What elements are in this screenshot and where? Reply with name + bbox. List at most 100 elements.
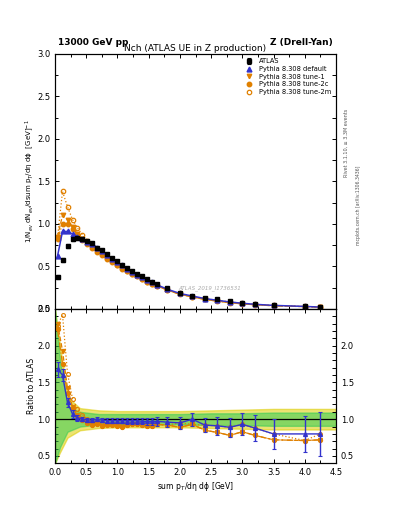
Pythia 8.308 tune-2m: [120, 265, 125, 271]
Pythia 8.308 default: [165, 286, 170, 292]
Pythia 8.308 tune-1: [90, 245, 95, 251]
Text: Z (Drell-Yan): Z (Drell-Yan): [270, 38, 333, 48]
Pythia 8.308 default: [100, 248, 105, 254]
Pythia 8.308 tune-2c: [120, 266, 125, 272]
Pythia 8.308 tune-2c: [105, 255, 110, 262]
Pythia 8.308 default: [80, 236, 85, 242]
Pythia 8.308 tune-1: [70, 224, 75, 230]
Pythia 8.308 tune-2m: [70, 217, 75, 223]
Legend: ATLAS, Pythia 8.308 default, Pythia 8.308 tune-1, Pythia 8.308 tune-2c, Pythia 8: ATLAS, Pythia 8.308 default, Pythia 8.30…: [241, 57, 333, 96]
Pythia 8.308 tune-2c: [240, 301, 245, 307]
Pythia 8.308 tune-1: [110, 259, 115, 265]
Pythia 8.308 tune-2c: [303, 304, 307, 310]
Pythia 8.308 tune-2c: [271, 303, 276, 309]
Pythia 8.308 tune-2c: [115, 262, 120, 268]
Pythia 8.308 tune-2m: [110, 258, 115, 264]
Pythia 8.308 default: [140, 274, 145, 281]
Pythia 8.308 default: [318, 304, 323, 310]
Pythia 8.308 tune-2m: [215, 297, 220, 304]
Pythia 8.308 tune-2m: [75, 225, 80, 231]
Pythia 8.308 tune-1: [178, 291, 182, 297]
Pythia 8.308 default: [145, 277, 150, 283]
Pythia 8.308 tune-1: [228, 300, 232, 306]
Pythia 8.308 default: [130, 269, 135, 275]
Pythia 8.308 tune-2m: [190, 294, 195, 300]
Pythia 8.308 tune-2m: [60, 188, 65, 195]
Pythia 8.308 tune-2m: [65, 204, 70, 210]
Pythia 8.308 default: [155, 282, 160, 288]
Line: Pythia 8.308 default: Pythia 8.308 default: [55, 229, 323, 310]
Pythia 8.308 default: [90, 241, 95, 247]
Pythia 8.308 tune-1: [318, 304, 323, 310]
Pythia 8.308 tune-2c: [165, 287, 170, 293]
Pythia 8.308 tune-2m: [55, 234, 60, 241]
Pythia 8.308 tune-1: [125, 268, 130, 274]
Pythia 8.308 tune-1: [100, 252, 105, 259]
Pythia 8.308 tune-2m: [115, 262, 120, 268]
Pythia 8.308 tune-2m: [90, 243, 95, 249]
Pythia 8.308 tune-1: [140, 276, 145, 282]
Pythia 8.308 tune-2m: [150, 281, 155, 287]
Pythia 8.308 tune-1: [75, 231, 80, 237]
Pythia 8.308 default: [178, 290, 182, 296]
Pythia 8.308 default: [115, 259, 120, 265]
Pythia 8.308 tune-2m: [95, 247, 100, 253]
Pythia 8.308 default: [252, 301, 257, 307]
Pythia 8.308 default: [105, 252, 110, 259]
Pythia 8.308 tune-1: [130, 271, 135, 277]
Pythia 8.308 default: [190, 293, 195, 299]
Pythia 8.308 default: [55, 253, 60, 259]
Pythia 8.308 tune-2m: [240, 300, 245, 306]
Pythia 8.308 default: [215, 297, 220, 304]
Pythia 8.308 tune-1: [60, 212, 65, 218]
Pythia 8.308 tune-2c: [70, 226, 75, 232]
Line: Pythia 8.308 tune-1: Pythia 8.308 tune-1: [55, 213, 323, 309]
Pythia 8.308 tune-2m: [145, 279, 150, 285]
Pythia 8.308 tune-2m: [140, 276, 145, 282]
Pythia 8.308 tune-1: [202, 296, 207, 303]
Pythia 8.308 default: [150, 280, 155, 286]
Pythia 8.308 default: [110, 255, 115, 262]
Pythia 8.308 default: [135, 272, 140, 278]
Pythia 8.308 tune-2c: [95, 249, 100, 255]
Pythia 8.308 tune-2m: [100, 251, 105, 258]
Pythia 8.308 tune-2c: [130, 271, 135, 277]
Pythia 8.308 tune-2c: [55, 236, 60, 242]
Pythia 8.308 default: [240, 300, 245, 306]
Pythia 8.308 default: [95, 245, 100, 251]
Pythia 8.308 tune-2c: [145, 279, 150, 285]
Pythia 8.308 tune-2c: [125, 268, 130, 274]
Pythia 8.308 tune-2c: [252, 302, 257, 308]
Pythia 8.308 default: [70, 231, 75, 237]
Pythia 8.308 default: [120, 262, 125, 268]
Pythia 8.308 tune-2c: [190, 294, 195, 300]
Pythia 8.308 tune-1: [240, 301, 245, 307]
Pythia 8.308 default: [85, 239, 90, 245]
Pythia 8.308 tune-2m: [165, 287, 170, 293]
Pythia 8.308 tune-2c: [318, 304, 323, 310]
Text: mcplots.cern.ch [arXiv:1306.3436]: mcplots.cern.ch [arXiv:1306.3436]: [356, 165, 361, 245]
Pythia 8.308 tune-1: [303, 304, 307, 310]
Pythia 8.308 tune-1: [215, 298, 220, 304]
Pythia 8.308 tune-2m: [318, 304, 323, 310]
Line: Pythia 8.308 tune-2c: Pythia 8.308 tune-2c: [55, 222, 323, 309]
Pythia 8.308 default: [65, 228, 70, 234]
Pythia 8.308 tune-2c: [215, 298, 220, 304]
Pythia 8.308 tune-1: [65, 217, 70, 223]
Pythia 8.308 tune-1: [190, 294, 195, 300]
Y-axis label: Ratio to ATLAS: Ratio to ATLAS: [27, 358, 36, 414]
Pythia 8.308 tune-1: [155, 283, 160, 289]
Title: Nch (ATLAS UE in Z production): Nch (ATLAS UE in Z production): [125, 44, 266, 53]
Pythia 8.308 tune-2c: [178, 291, 182, 297]
Text: 13000 GeV pp: 13000 GeV pp: [58, 38, 128, 48]
Line: Pythia 8.308 tune-2m: Pythia 8.308 tune-2m: [55, 189, 323, 309]
Pythia 8.308 tune-2m: [85, 238, 90, 244]
Pythia 8.308 tune-2c: [228, 300, 232, 306]
Pythia 8.308 tune-2m: [303, 303, 307, 309]
Pythia 8.308 tune-2c: [85, 241, 90, 247]
Pythia 8.308 tune-2m: [80, 232, 85, 238]
Pythia 8.308 default: [75, 233, 80, 240]
Pythia 8.308 tune-1: [115, 262, 120, 268]
Pythia 8.308 tune-2c: [90, 245, 95, 251]
Pythia 8.308 tune-1: [80, 236, 85, 242]
